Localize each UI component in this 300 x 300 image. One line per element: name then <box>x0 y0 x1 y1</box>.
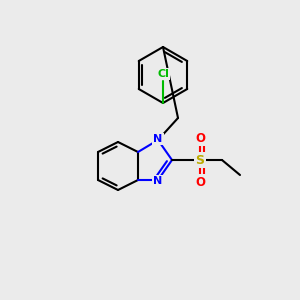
Text: O: O <box>195 131 205 145</box>
Text: N: N <box>153 176 163 186</box>
Text: S: S <box>196 154 205 166</box>
Text: N: N <box>153 134 163 144</box>
Text: Cl: Cl <box>157 69 169 79</box>
Text: O: O <box>195 176 205 188</box>
